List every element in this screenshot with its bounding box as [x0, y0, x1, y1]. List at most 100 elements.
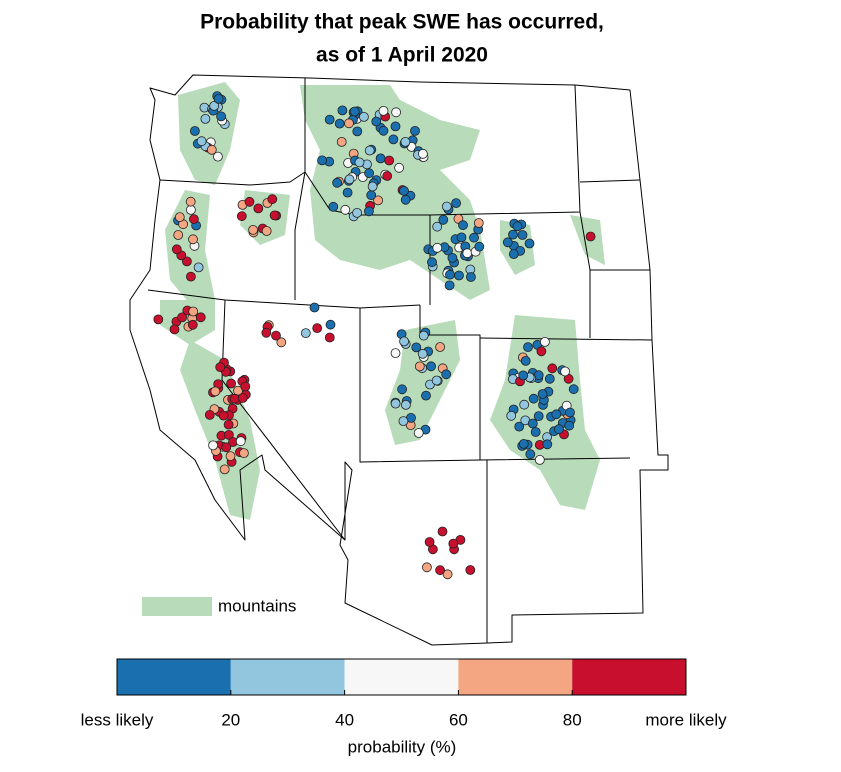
station	[208, 440, 219, 451]
station	[337, 105, 348, 116]
station	[382, 171, 393, 181]
station	[564, 420, 575, 431]
station	[169, 324, 180, 335]
station	[519, 399, 530, 410]
station	[547, 363, 558, 374]
station	[437, 526, 448, 537]
station	[336, 136, 347, 147]
station	[352, 207, 363, 218]
station	[585, 231, 596, 242]
station	[565, 407, 575, 418]
station	[391, 107, 402, 118]
station	[187, 319, 198, 330]
station	[384, 155, 395, 166]
station	[340, 204, 351, 215]
station	[271, 330, 281, 341]
station	[458, 220, 468, 231]
station	[525, 449, 536, 460]
station	[400, 136, 411, 147]
station	[219, 464, 230, 475]
station	[448, 538, 459, 549]
station	[399, 185, 409, 196]
station	[435, 565, 446, 576]
colorbar-tick-label: 60	[449, 710, 468, 729]
station	[196, 136, 207, 147]
station	[442, 569, 453, 580]
station	[378, 106, 389, 116]
station	[375, 153, 386, 164]
station	[218, 410, 229, 421]
station	[358, 112, 369, 122]
station	[518, 370, 529, 381]
mountain-area	[490, 315, 600, 510]
station	[312, 323, 323, 334]
station	[414, 361, 425, 372]
station	[445, 269, 455, 280]
station	[364, 145, 375, 156]
colorbar-tick-label: less likely	[81, 710, 154, 729]
colorbar-tick-label: 80	[563, 710, 582, 729]
station	[418, 330, 429, 341]
station	[195, 312, 206, 323]
state-border	[579, 179, 641, 183]
station	[465, 565, 476, 575]
colorbar-frame	[116, 658, 687, 696]
colorbar-segment	[117, 659, 231, 695]
station	[189, 126, 200, 136]
station	[390, 348, 401, 359]
station	[397, 384, 408, 395]
station	[454, 270, 464, 281]
station	[421, 390, 431, 401]
station	[185, 196, 196, 207]
station	[417, 148, 428, 159]
station	[410, 125, 420, 136]
station	[204, 409, 215, 420]
station	[441, 201, 452, 212]
station	[309, 302, 320, 313]
station	[424, 537, 435, 547]
station	[181, 256, 192, 267]
station	[225, 451, 236, 462]
colorbar-segment	[458, 659, 573, 695]
station	[349, 106, 360, 117]
station	[528, 393, 539, 404]
station	[236, 211, 247, 222]
station	[223, 419, 234, 430]
station	[388, 134, 399, 145]
station	[324, 114, 335, 125]
station	[544, 373, 555, 384]
colorbar-title: probability (%)	[348, 737, 457, 756]
station	[177, 312, 188, 323]
station	[188, 234, 198, 245]
legend-label: mountains	[218, 596, 296, 615]
station	[276, 337, 287, 348]
station	[240, 381, 251, 392]
station	[441, 369, 452, 380]
station	[465, 272, 476, 282]
station	[400, 194, 411, 205]
station	[235, 436, 246, 447]
state-border	[159, 171, 306, 186]
station	[534, 454, 545, 465]
station	[325, 319, 336, 330]
station	[248, 224, 259, 235]
outer-border	[129, 74, 669, 646]
station	[524, 238, 535, 249]
station	[226, 378, 237, 389]
station	[447, 252, 458, 263]
state-border	[294, 78, 306, 300]
station	[342, 187, 353, 198]
colorbar-tick-label: 20	[221, 710, 240, 729]
station	[390, 121, 401, 132]
station	[216, 111, 227, 122]
station	[435, 342, 446, 352]
station	[514, 421, 525, 432]
colorbar-segment	[572, 659, 686, 695]
station	[426, 361, 437, 372]
station	[568, 384, 579, 395]
station	[523, 342, 533, 353]
station	[554, 424, 564, 435]
station	[390, 398, 401, 409]
station	[427, 257, 437, 268]
